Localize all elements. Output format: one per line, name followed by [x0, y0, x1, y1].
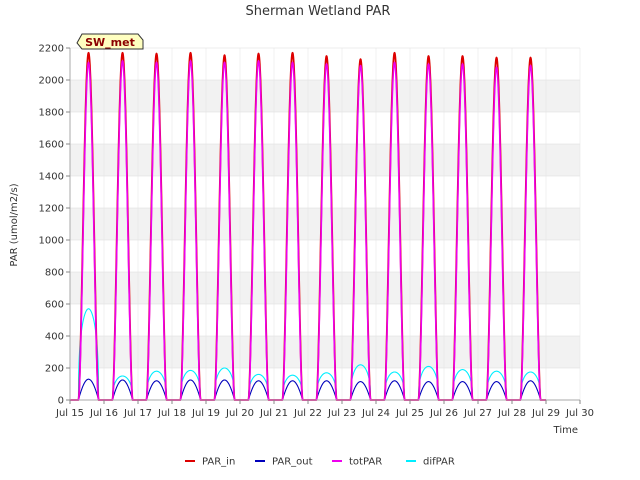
axes: [69, 48, 580, 401]
y-axis-label: PAR (umol/m2/s): [9, 183, 20, 266]
x-tick-label: Jul 21: [259, 408, 288, 419]
x-tick-label: Jul 29: [531, 408, 560, 419]
y-tick-label: 1800: [39, 108, 64, 119]
y-tick-label: 400: [45, 332, 64, 343]
x-tick-label: Jul 15: [55, 408, 84, 419]
plot-band: [70, 336, 580, 368]
x-tick-label: Jul 23: [327, 408, 356, 419]
y-tick-label: 2000: [39, 76, 64, 87]
legend: PAR_in PAR_out totPAR difPAR: [185, 457, 455, 468]
x-tick-label: Jul 22: [293, 408, 322, 419]
y-tick-label: 1000: [39, 236, 64, 247]
x-tick-label: Jul 30: [565, 408, 594, 419]
plot-band: [70, 208, 580, 240]
x-tick-label: Jul 27: [463, 408, 492, 419]
x-tick-label: Jul 17: [123, 408, 152, 419]
x-tick-label: Jul 16: [89, 408, 118, 419]
y-tick-label: 1200: [39, 204, 64, 215]
y-tick-label: 200: [45, 364, 64, 375]
legend-label: PAR_in: [202, 457, 235, 468]
y-tick-label: 1400: [39, 172, 64, 183]
y-tick-label: 600: [45, 300, 64, 311]
x-tick-label: Jul 24: [361, 408, 390, 419]
x-axis-ticks: Jul 15 Jul 16 Jul 17 Jul 18 Jul 19 Jul 20 Jul …: [55, 400, 594, 419]
y-axis-ticks: 0 200 400 600 800 1000 1200 1400 1600 1800 2000 220…: [39, 44, 70, 407]
badge-box: [76, 33, 144, 50]
legend-label: difPAR: [423, 457, 455, 468]
legend-label: PAR_out: [272, 457, 313, 468]
x-tick-label: Jul 28: [497, 408, 526, 419]
x-tick-label: Jul 18: [157, 408, 186, 419]
badge-label: SW_met: [85, 36, 135, 49]
y-tick-label: 800: [45, 268, 64, 279]
y-tick-label: 1600: [39, 140, 64, 151]
x-tick-label: Jul 26: [429, 408, 458, 419]
plot-band: [70, 144, 580, 176]
dataset-badge: SW_met: [76, 33, 144, 50]
y-tick-label: 2200: [39, 44, 64, 55]
y-tick-label: 0: [58, 396, 64, 407]
x-tick-label: Jul 20: [225, 408, 254, 419]
legend-label: totPAR: [349, 457, 382, 468]
plot-band: [70, 272, 580, 304]
x-tick-label: Jul 25: [395, 408, 424, 419]
x-tick-label: Jul 19: [191, 408, 220, 419]
x-axis-label: Time: [553, 425, 578, 436]
chart-title: Sherman Wetland PAR: [246, 4, 391, 19]
